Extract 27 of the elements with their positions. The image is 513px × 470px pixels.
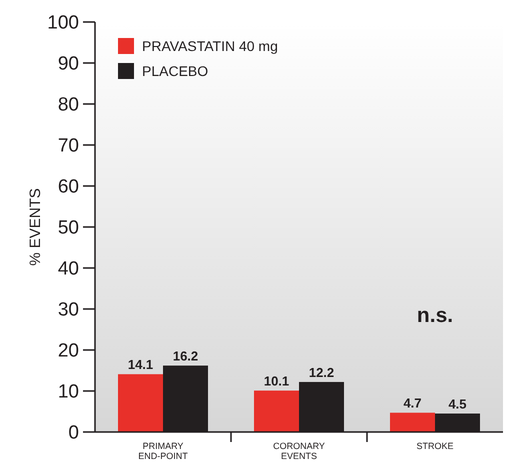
data-label: 12.2 [308, 364, 334, 380]
y-tick-label: 70 [58, 136, 79, 157]
y-tick-label: 40 [58, 258, 79, 280]
x-tick-label: STROKE [416, 441, 454, 451]
bar [118, 374, 163, 432]
y-tick-label: 10 [58, 382, 79, 403]
x-tick-label: PRIMARY END-POINT [138, 441, 188, 461]
data-label: 4.7 [403, 396, 422, 411]
y-axis-title: % EVENTS [27, 188, 44, 266]
y-tick-label: 30 [58, 300, 79, 321]
data-label: 10.1 [264, 374, 290, 389]
bar [390, 412, 435, 432]
y-tick-label: 20 [58, 340, 79, 362]
bar [254, 390, 299, 432]
y-tick-label: 60 [58, 176, 79, 198]
data-label: 4.5 [448, 396, 467, 412]
data-label: 14.1 [128, 357, 154, 372]
y-tick-label: 80 [58, 94, 79, 116]
y-tick-label: 90 [58, 54, 79, 75]
legend-label: PLACEBO [142, 62, 208, 79]
y-tick-label: 50 [58, 218, 79, 239]
x-tick-label: CORONARY EVENTS [273, 441, 325, 461]
data-label: 16.2 [172, 348, 198, 364]
annotation: n.s. [416, 304, 454, 327]
y-tick-label: 0 [68, 422, 79, 444]
legend-label: PRAVASTATIN 40 mg [142, 38, 278, 54]
y-tick-label: 100 [47, 12, 79, 34]
